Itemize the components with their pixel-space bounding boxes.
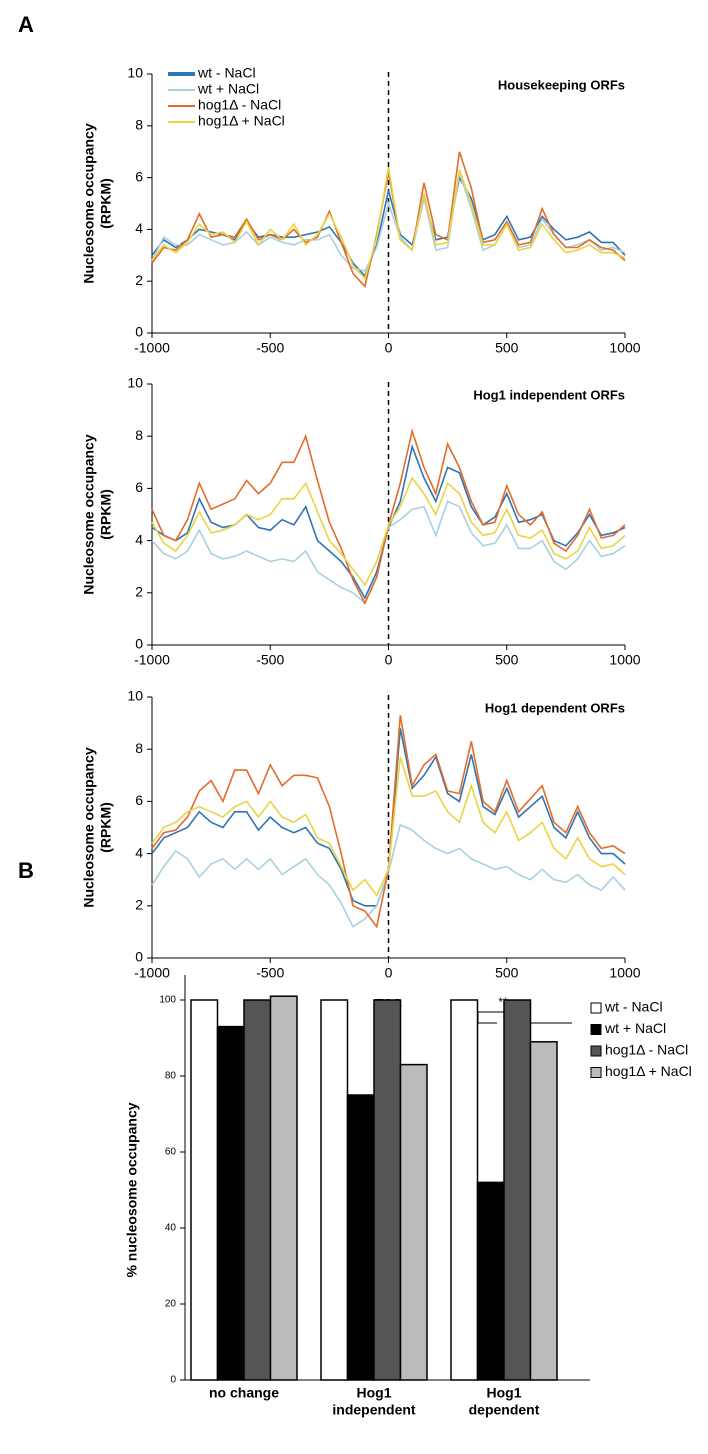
x-tick-label: -500: [256, 965, 284, 981]
y-tick-label: 8: [135, 427, 143, 443]
x-tick-label: 500: [495, 965, 519, 981]
legend-label: wt + NaCl: [197, 81, 259, 97]
x-tick-label: independent: [332, 1402, 416, 1418]
x-tick-label: -500: [256, 652, 284, 668]
y-tick-label: 0: [170, 1375, 176, 1386]
legend-label: hog1Δ - NaCl: [198, 97, 281, 113]
legend-label: hog1Δ - NaCl: [605, 1042, 688, 1058]
x-tick-label: -1000: [134, 340, 170, 356]
series-line: [151, 172, 626, 272]
legend-swatch: [590, 1045, 602, 1057]
x-tick-label: 0: [385, 965, 393, 981]
y-tick-label: 10: [127, 688, 143, 704]
y-axis-label: Nucleosome occupancy: [81, 434, 97, 594]
y-tick-label: 0: [135, 636, 143, 652]
y-tick-label: 8: [135, 740, 143, 756]
x-tick-label: Hog1: [487, 1385, 522, 1401]
chart-title: Housekeeping ORFs: [498, 77, 625, 92]
y-tick-label: 0: [135, 949, 143, 965]
y-tick-label: 10: [127, 65, 143, 81]
chart-title: Hog1 dependent ORFs: [485, 700, 625, 715]
x-tick-label: 0: [385, 340, 393, 356]
y-axis-label: Nucleosome occupancy: [81, 747, 97, 907]
bar: [190, 999, 219, 1381]
bar: [243, 999, 272, 1381]
y-axis-label: Nucleosome occupancy: [81, 123, 97, 283]
legend-label: wt + NaCl: [604, 1020, 666, 1036]
legend-swatch: [590, 1067, 602, 1078]
x-tick-label: -500: [256, 340, 284, 356]
y-tick-label: 2: [135, 584, 143, 600]
bar: [476, 1181, 505, 1381]
bar: [529, 1041, 558, 1381]
series-line: [151, 476, 626, 587]
y-tick-label: 4: [135, 531, 143, 547]
y-tick-label: 4: [135, 220, 143, 236]
panel-label: B: [18, 858, 34, 883]
x-tick-label: Hog1: [357, 1385, 392, 1401]
legend-label: hog1Δ + NaCl: [605, 1063, 692, 1079]
x-tick-label: 1000: [609, 965, 640, 981]
y-axis-label: (RPKM): [98, 178, 114, 229]
panel-label: A: [18, 12, 34, 37]
y-tick-label: 2: [135, 897, 143, 913]
y-axis-label: % nucleosome occupancy: [124, 1102, 140, 1277]
y-tick-label: 100: [159, 995, 176, 1006]
series-line: [151, 167, 626, 281]
y-tick-label: 80: [165, 1071, 177, 1082]
x-tick-label: 1000: [609, 652, 640, 668]
y-tick-label: 2: [135, 272, 143, 288]
y-tick-label: 8: [135, 117, 143, 133]
series-line: [151, 756, 626, 897]
y-tick-label: 10: [127, 375, 143, 391]
y-tick-label: 20: [165, 1299, 177, 1310]
series-line: [151, 151, 626, 289]
x-tick-label: 1000: [609, 340, 640, 356]
y-tick-label: 4: [135, 844, 143, 860]
legend-label: hog1Δ + NaCl: [198, 113, 285, 129]
y-tick-label: 6: [135, 792, 143, 808]
y-axis-label: (RPKM): [98, 489, 114, 540]
bar: [320, 999, 349, 1381]
bar: [399, 1063, 428, 1381]
legend-swatch: [590, 1024, 602, 1035]
chart-title: Hog1 independent ORFs: [473, 387, 625, 402]
x-tick-label: -1000: [134, 965, 170, 981]
y-tick-label: 40: [165, 1223, 177, 1234]
annotation: **: [498, 995, 508, 1009]
bar: [346, 1094, 375, 1381]
y-axis-label: (RPKM): [98, 802, 114, 853]
y-tick-label: 60: [165, 1147, 177, 1158]
y-tick-label: 6: [135, 168, 143, 184]
bar: [450, 999, 479, 1381]
x-tick-label: -1000: [134, 652, 170, 668]
y-tick-label: 0: [135, 324, 143, 340]
legend-label: wt - NaCl: [197, 65, 256, 81]
x-tick-label: no change: [209, 1385, 279, 1401]
bar: [503, 999, 532, 1381]
x-tick-label: dependent: [469, 1402, 540, 1418]
bar: [269, 995, 298, 1381]
y-tick-label: 6: [135, 479, 143, 495]
legend-label: wt - NaCl: [604, 999, 663, 1015]
x-tick-label: 500: [495, 340, 519, 356]
bar: [216, 1025, 245, 1381]
legend-swatch: [590, 1002, 602, 1014]
x-tick-label: 500: [495, 652, 519, 668]
bar: [373, 999, 402, 1381]
x-tick-label: 0: [385, 652, 393, 668]
